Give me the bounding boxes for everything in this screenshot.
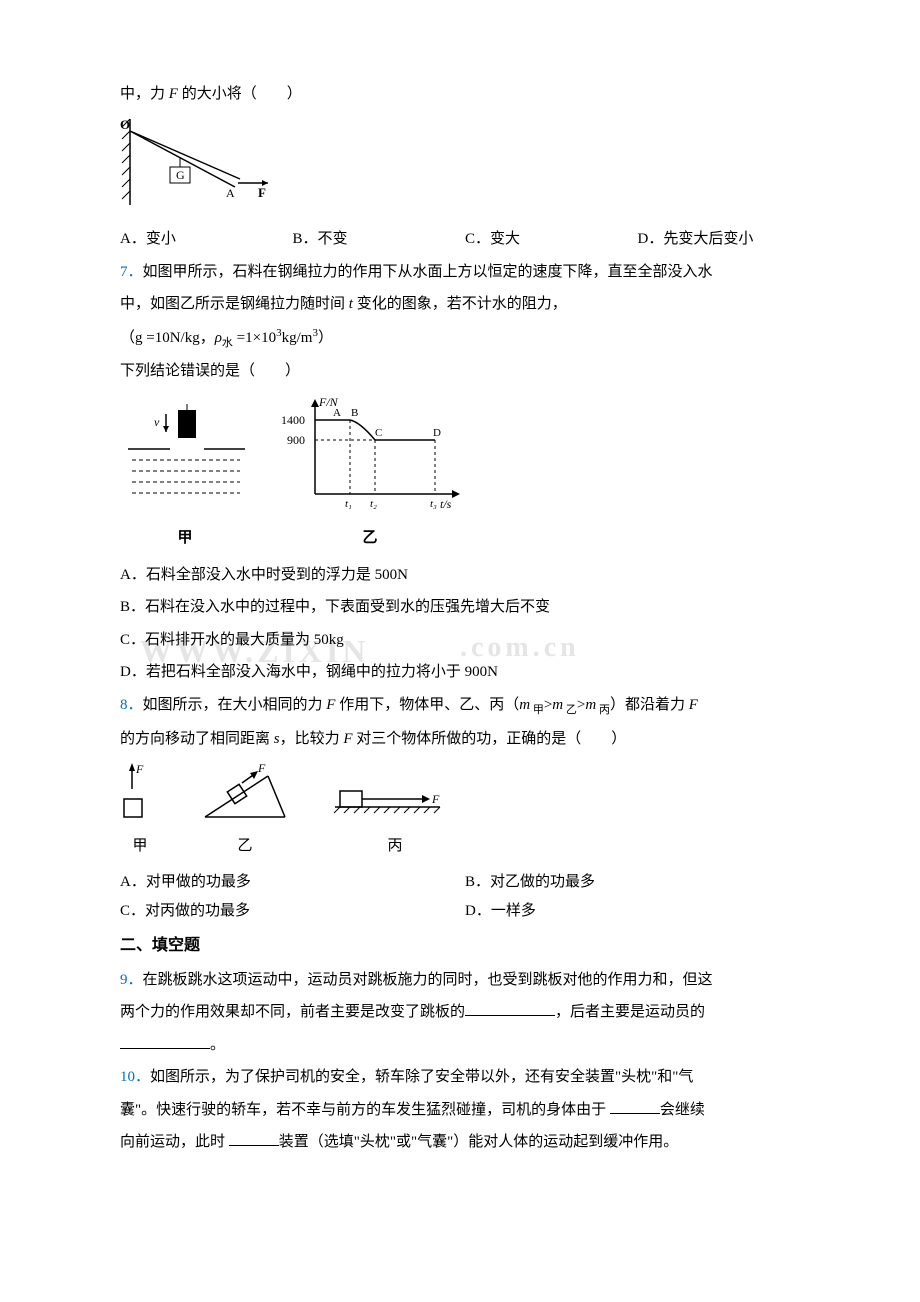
q8-options: A．对甲做的功最多 B．对乙做的功最多 C．对丙做的功最多 D．一样多: [120, 868, 810, 925]
f-sub: 水: [222, 337, 233, 349]
q6-F: F: [169, 86, 178, 102]
q10-t3b: 装置（选填"头枕"或"气囊"）能对人体的运动起到缓冲作用。: [279, 1134, 679, 1150]
svg-text:B: B: [351, 407, 358, 419]
svg-text:F: F: [135, 762, 144, 776]
q7-num: 7．: [120, 264, 143, 280]
q8-bing: 丙: [330, 832, 460, 861]
q8-m1: m: [519, 697, 530, 713]
svg-text:t₁: t₁: [345, 498, 352, 510]
blank-3: [610, 1096, 660, 1114]
yi-label: 乙: [275, 524, 465, 553]
q8-optB: B．对乙做的功最多: [465, 868, 810, 897]
q8-f: 对三个物体所做的功，正确的是（ ）: [353, 731, 627, 747]
q9-t2a: 两个力的作用效果却不同，前者主要是改变了跳板的: [120, 1004, 465, 1020]
jia-label: 甲: [120, 524, 250, 553]
svg-text:t₃: t₃: [430, 498, 437, 510]
q10-line1: 10．如图所示，为了保护司机的安全，轿车除了安全带以外，还有安全装置"头枕"和"…: [120, 1063, 810, 1092]
svg-text:C: C: [375, 427, 382, 439]
q8-c: ）都沿着力: [610, 697, 689, 713]
q8-g1: >: [544, 697, 552, 713]
f-close: ）: [318, 330, 333, 346]
q10-line2: 囊"。快速行驶的轿车，若不幸与前方的车发生猛烈碰撞，司机的身体由于 会继续: [120, 1096, 810, 1125]
q10-text1: 如图所示，为了保护司机的安全，轿车除了安全带以外，还有安全装置"头枕"和"气: [150, 1069, 693, 1085]
q8-b: 作用下，物体甲、乙、丙（: [335, 697, 519, 713]
q9-t3: 。: [210, 1037, 225, 1053]
svg-text:t₂: t₂: [370, 498, 377, 510]
q7-figure: v 甲 F/N t/s 1400 900: [120, 394, 810, 553]
q8-optD: D．一样多: [465, 897, 810, 926]
label-O: O: [120, 117, 130, 132]
svg-text:A: A: [333, 407, 341, 419]
q8-s2: 乙: [563, 704, 577, 716]
blank-1: [465, 998, 555, 1016]
q9-line2: 两个力的作用效果却不同，前者主要是改变了跳板的 ，后者主要是运动员的: [120, 998, 810, 1027]
q7-t2a: 中，如图乙所示是钢绳拉力随时间: [120, 296, 349, 312]
q6-figure: O G A F: [120, 117, 810, 218]
q10-t3a: 向前运动，此时: [120, 1134, 229, 1150]
q6-line1: 中，力 F 的大小将（ ）: [120, 80, 810, 109]
q10-t2b: 会继续: [660, 1102, 705, 1118]
q7-text1: 如图甲所示，石料在钢绳拉力的作用下从水面上方以恒定的速度下降，直至全部没入水: [143, 264, 713, 280]
q7-line1: 7．如图甲所示，石料在钢绳拉力的作用下从水面上方以恒定的速度下降，直至全部没入水: [120, 258, 810, 287]
q9-text1: 在跳板跳水这项运动中，运动员对跳板施力的同时，也受到跳板对他的作用力和，但这: [143, 972, 713, 988]
q7-optB: B．石料在没入水中的过程中，下表面受到水的压强先增大后不变: [120, 593, 810, 622]
f-pre: （g =10N/kg，: [120, 330, 215, 346]
q8-a: 如图所示，在大小相同的力: [143, 697, 327, 713]
q6-options: A．变小 B．不变 C．变大 D．先变大后变小: [120, 225, 810, 254]
q7-formula: （g =10N/kg，ρ水 =1×103kg/m3）: [120, 323, 810, 354]
svg-text:900: 900: [287, 433, 305, 447]
f-eq: =1×10: [233, 330, 276, 346]
q8-d: 的方向移动了相同距离: [120, 731, 274, 747]
opt-C: C．变大: [465, 225, 638, 254]
q8-F3: F: [343, 731, 352, 747]
section2-title: 二、填空题: [120, 931, 810, 961]
q8-F2: F: [689, 697, 698, 713]
q6-text2: 的大小将（ ）: [178, 86, 302, 102]
svg-text:t/s: t/s: [440, 497, 452, 511]
q8-line2: 的方向移动了相同距离 s，比较力 F 对三个物体所做的功，正确的是（ ）: [120, 725, 810, 754]
q8-m3: m: [585, 697, 596, 713]
q8-s1: 甲: [530, 704, 544, 716]
q9-num: 9．: [120, 972, 143, 988]
f-rho: ρ: [215, 330, 222, 346]
q7-optA: A．石料全部没入水中时受到的浮力是 500N: [120, 561, 810, 590]
q8-m2: m: [552, 697, 563, 713]
label-F: F: [258, 185, 266, 200]
q8-num: 8．: [120, 697, 143, 713]
opt-B: B．不变: [293, 225, 466, 254]
q9-t2b: ，后者主要是运动员的: [555, 1004, 705, 1020]
q8-yi: 乙: [200, 832, 290, 861]
q6-text: 中，力: [120, 86, 169, 102]
q8-line1: 8．如图所示，在大小相同的力 F 作用下，物体甲、乙、丙（m 甲>m 乙>m 丙…: [120, 691, 810, 721]
blank-2: [120, 1031, 210, 1049]
q7-line2: 中，如图乙所示是钢绳拉力随时间 t 变化的图象，若不计水的阻力，: [120, 290, 810, 319]
q9-line1: 9．在跳板跳水这项运动中，运动员对跳板施力的同时，也受到跳板对他的作用力和，但这: [120, 966, 810, 995]
q9-line3: 。: [120, 1031, 810, 1060]
label-G: G: [176, 168, 185, 182]
q8-optA: A．对甲做的功最多: [120, 868, 465, 897]
q8-s3: 丙: [596, 704, 610, 716]
q10-t2a: 囊"。快速行驶的轿车，若不幸与前方的车发生猛烈碰撞，司机的身体由于: [120, 1102, 610, 1118]
q10-num: 10．: [120, 1069, 150, 1085]
q8-e: ，比较力: [280, 731, 344, 747]
q7-optC: C．石料排开水的最大质量为 50kg: [120, 626, 810, 655]
svg-text:1400: 1400: [281, 413, 305, 427]
label-A: A: [226, 186, 235, 200]
svg-text:F: F: [431, 792, 440, 806]
opt-D: D．先变大后变小: [638, 225, 811, 254]
svg-text:D: D: [433, 427, 441, 439]
f-unit: kg/m: [282, 330, 313, 346]
q7-text3: 下列结论错误的是（ ）: [120, 357, 810, 386]
blank-4: [229, 1128, 279, 1146]
opt-A: A．变小: [120, 225, 293, 254]
q8-figure: F 甲 F 乙 F: [120, 761, 810, 860]
q7-t2b: 变化的图象，若不计水的阻力，: [353, 296, 567, 312]
q10-line3: 向前运动，此时 装置（选填"头枕"或"气囊"）能对人体的运动起到缓冲作用。: [120, 1128, 810, 1157]
svg-text:v: v: [154, 415, 160, 429]
q8-jia: 甲: [120, 832, 160, 861]
q7-optD: D．若把石料全部没入海水中，钢绳中的拉力将小于 900N: [120, 658, 810, 687]
svg-text:F: F: [257, 761, 266, 775]
q8-optC: C．对丙做的功最多: [120, 897, 465, 926]
